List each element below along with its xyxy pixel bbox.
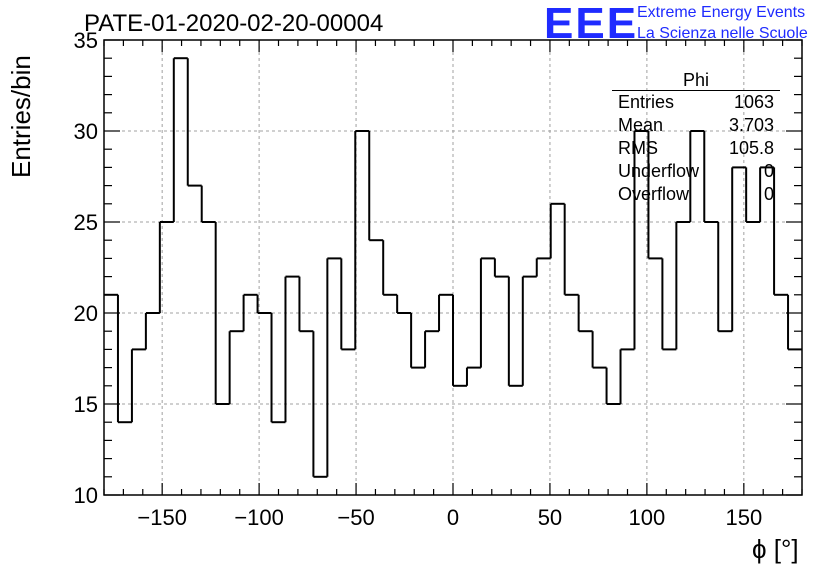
y-tick-label: 25 <box>74 210 98 235</box>
eee-logo: EEE <box>544 0 639 48</box>
logo-caption-line1: Extreme Energy Events <box>637 4 806 21</box>
stats-row-mean: Mean 3.703 <box>612 114 780 137</box>
x-tick-label: −50 <box>337 505 374 530</box>
stats-title: Phi <box>612 70 780 91</box>
stats-value: 0 <box>763 184 774 204</box>
x-tick-label: −150 <box>137 505 187 530</box>
axis-ticks <box>103 39 803 496</box>
stats-row-overflow: Overflow 0 <box>612 183 780 206</box>
stats-row-rms: RMS 105.8 <box>612 137 780 160</box>
logo-caption-line2: La Scienza nelle Scuole <box>637 25 808 42</box>
x-tick-label: 100 <box>629 505 666 530</box>
stats-value: 1063 <box>733 92 774 112</box>
stats-value: 0 <box>763 161 774 181</box>
x-tick-label: −100 <box>234 505 284 530</box>
x-axis-label: ϕ [°] <box>752 534 799 564</box>
y-tick-label: 15 <box>74 392 98 417</box>
stats-row-underflow: Underflow 0 <box>612 160 780 183</box>
stats-label: Mean <box>618 115 664 135</box>
y-tick-label: 35 <box>74 28 98 53</box>
stats-box: Phi Entries 1063 Mean 3.703 RMS 105.8 Un… <box>612 70 780 206</box>
stats-row-entries: Entries 1063 <box>612 91 780 114</box>
stats-label: Overflow <box>618 184 690 204</box>
stats-label: Underflow <box>618 161 700 181</box>
stats-label: RMS <box>618 138 658 158</box>
x-tick-label: 150 <box>725 505 762 530</box>
stats-value: 105.8 <box>728 138 774 158</box>
y-tick-label: 30 <box>74 119 98 144</box>
chart-title: PATE-01-2020-02-20-00004 <box>84 10 384 37</box>
stats-label: Entries <box>618 92 675 112</box>
y-tick-label: 10 <box>74 483 98 508</box>
histogram-series <box>104 57 802 478</box>
y-axis-label: Entries/bin <box>6 55 36 178</box>
x-tick-label: 50 <box>538 505 562 530</box>
stats-value: 3.703 <box>728 115 774 135</box>
y-tick-label: 20 <box>74 301 98 326</box>
x-tick-label: 0 <box>447 505 459 530</box>
tick-labels: −150 −100 −50 0 50 100 150 10 15 20 25 30 35 <box>74 28 763 530</box>
